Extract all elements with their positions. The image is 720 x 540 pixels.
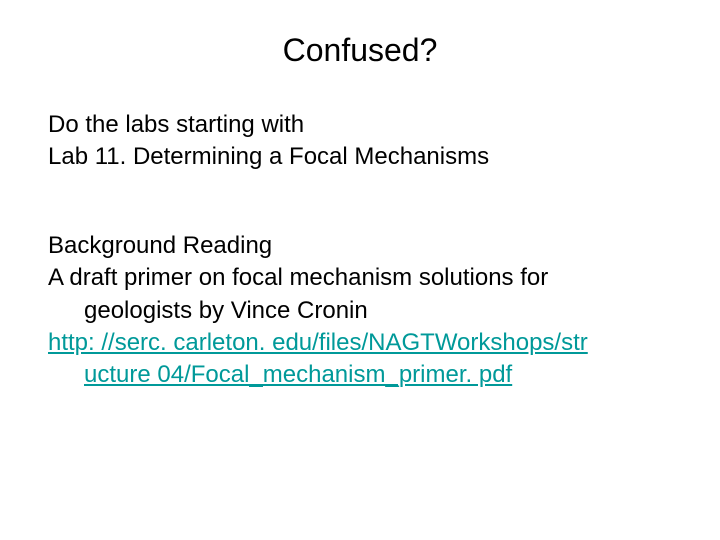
primer-link-line-1[interactable]: http: //serc. carleton. edu/files/NAGTWo… [48, 329, 588, 356]
primer-line-2: geologists by Vince Cronin [48, 295, 672, 327]
background-heading: Background Reading [48, 232, 272, 259]
intro-block: Do the labs starting with Lab 11. Determ… [48, 109, 672, 174]
primer-line-1: A draft primer on focal mechanism soluti… [48, 264, 548, 291]
intro-line-1: Do the labs starting with [48, 111, 304, 138]
intro-line-2: Lab 11. Determining a Focal Mechanisms [48, 143, 489, 170]
primer-link-line-2[interactable]: ucture 04/Focal_mechanism_primer. pdf [48, 359, 672, 391]
slide: Confused? Do the labs starting with Lab … [0, 0, 720, 540]
background-reading-block: Background Reading A draft primer on foc… [48, 230, 672, 392]
slide-title: Confused? [48, 32, 672, 69]
